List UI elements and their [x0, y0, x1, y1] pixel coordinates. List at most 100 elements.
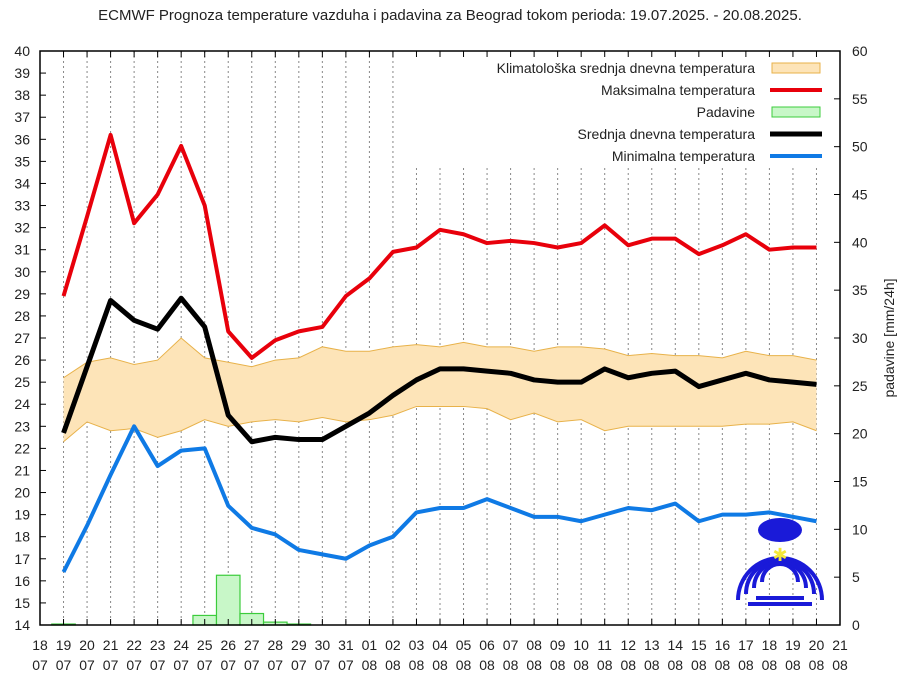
x-tick-label-month: 07: [197, 657, 213, 673]
x-tick-label-day: 04: [432, 637, 448, 653]
y-tick-label: 14: [14, 617, 30, 633]
x-tick-label-month: 07: [56, 657, 72, 673]
legend: Klimatološka srednja dnevna temperatura M…: [405, 56, 835, 168]
series-line: [61, 132, 817, 360]
x-tick-label-day: 08: [526, 637, 542, 653]
x-tick-label-month: 07: [79, 657, 95, 673]
x-tick-label-month: 08: [668, 657, 684, 673]
chart-title: ECMWF Prognoza temperature vazduha i pad…: [98, 7, 802, 24]
x-tick-label-day: 03: [409, 637, 425, 653]
x-tick-label-month: 08: [620, 657, 636, 673]
legend-label: Klimatološka srednja dnevna temperatura: [497, 60, 756, 76]
x-tick-label-month: 07: [126, 657, 142, 673]
x-tick-label-day: 09: [550, 637, 566, 653]
x-tick-label-day: 16: [715, 637, 731, 653]
legend-swatch: [771, 106, 821, 118]
y-tick-label: 27: [14, 330, 30, 346]
x-tick-label-day: 21: [832, 637, 848, 653]
x-tick-label-day: 19: [785, 637, 801, 653]
x-tick-label-month: 08: [691, 657, 707, 673]
x-tick-label-month: 07: [315, 657, 331, 673]
x-tick-label-day: 07: [503, 637, 519, 653]
x-tick-label-day: 27: [244, 637, 260, 653]
y-tick-label: 19: [14, 507, 30, 523]
y-tick-label: 25: [14, 374, 30, 390]
x-tick-label-month: 08: [809, 657, 825, 673]
x-tick-label-day: 28: [268, 637, 284, 653]
x-tick-label-day: 18: [32, 637, 48, 653]
x-tick-label-day: 29: [291, 637, 307, 653]
x-tick-label-month: 08: [409, 657, 425, 673]
y-right-tick-label: 5: [852, 569, 860, 585]
x-tick-label-month: 08: [385, 657, 401, 673]
x-tick-label-day: 19: [56, 637, 72, 653]
y-tick-label: 18: [14, 529, 30, 545]
x-tick-label-month: 08: [550, 657, 566, 673]
x-tick-label-month: 07: [291, 657, 307, 673]
x-tick-label-month: 07: [173, 657, 189, 673]
x-tick-label-day: 02: [385, 637, 401, 653]
y-tick-label: 32: [14, 220, 30, 236]
climatology-upper-edge: [63, 337, 817, 379]
climatology-band: [63, 338, 817, 442]
y-tick-label: 22: [14, 440, 30, 456]
x-tick-label-day: 20: [79, 637, 95, 653]
svg-text:✱: ✱: [772, 545, 787, 565]
legend-swatch: [771, 62, 821, 74]
y-tick-label: 20: [14, 485, 30, 501]
x-tick-label-month: 08: [479, 657, 495, 673]
legend-label: Padavine: [697, 104, 756, 120]
x-tick-label-month: 07: [338, 657, 354, 673]
x-tick-label-month: 08: [573, 657, 589, 673]
precipitation-bar: [215, 574, 241, 626]
x-tick-label-month: 08: [432, 657, 448, 673]
y-tick-label: 17: [14, 551, 30, 567]
y-tick-label: 29: [14, 286, 30, 302]
y-right-tick-label: 40: [852, 234, 868, 250]
x-tick-label-month: 07: [150, 657, 166, 673]
y-tick-label: 28: [14, 308, 30, 324]
y-tick-label: 24: [14, 396, 30, 412]
y-right-tick-label: 10: [852, 521, 868, 537]
x-tick-label-day: 22: [126, 637, 142, 653]
x-tick-label-day: 12: [620, 637, 636, 653]
y-tick-label: 34: [14, 175, 30, 191]
right-axis-label: padavine [mm/24h]: [881, 278, 897, 397]
y-right-tick-label: 45: [852, 187, 868, 203]
y-tick-label: 16: [14, 573, 30, 589]
x-tick-label-day: 05: [456, 637, 472, 653]
x-tick-label-month: 08: [715, 657, 731, 673]
x-tick-label-month: 08: [526, 657, 542, 673]
y-right-tick-label: 30: [852, 330, 868, 346]
series-line: [61, 295, 817, 445]
x-tick-label-day: 23: [150, 637, 166, 653]
x-tick-label-day: 14: [668, 637, 684, 653]
y-tick-label: 35: [14, 153, 30, 169]
y-right-tick-label: 0: [852, 617, 860, 633]
x-tick-label-day: 10: [573, 637, 589, 653]
x-tick-label-month: 08: [644, 657, 660, 673]
x-tick-label-day: 11: [597, 637, 612, 653]
x-tick-label-month: 07: [220, 657, 236, 673]
x-tick-label-month: 08: [597, 657, 613, 673]
x-tick-label-month: 08: [762, 657, 778, 673]
x-tick-label-month: 08: [456, 657, 472, 673]
x-tick-label-month: 07: [103, 657, 119, 673]
x-tick-label-day: 26: [220, 637, 236, 653]
y-tick-label: 39: [14, 65, 30, 81]
x-tick-label-day: 13: [644, 637, 660, 653]
y-right-tick-label: 20: [852, 426, 868, 442]
x-tick-label-day: 30: [315, 637, 331, 653]
y-right-tick-label: 15: [852, 474, 868, 490]
legend-label: Maksimalna temperatura: [601, 82, 755, 98]
x-tick-label-day: 24: [173, 637, 189, 653]
x-tick-label-month: 07: [244, 657, 260, 673]
y-tick-label: 40: [14, 43, 30, 59]
x-tick-label-month: 07: [268, 657, 284, 673]
x-tick-label-month: 08: [785, 657, 801, 673]
x-tick-label-day: 18: [762, 637, 778, 653]
x-tick-label-day: 31: [338, 637, 354, 653]
x-tick-label-month: 08: [738, 657, 754, 673]
y-tick-label: 31: [14, 242, 30, 258]
